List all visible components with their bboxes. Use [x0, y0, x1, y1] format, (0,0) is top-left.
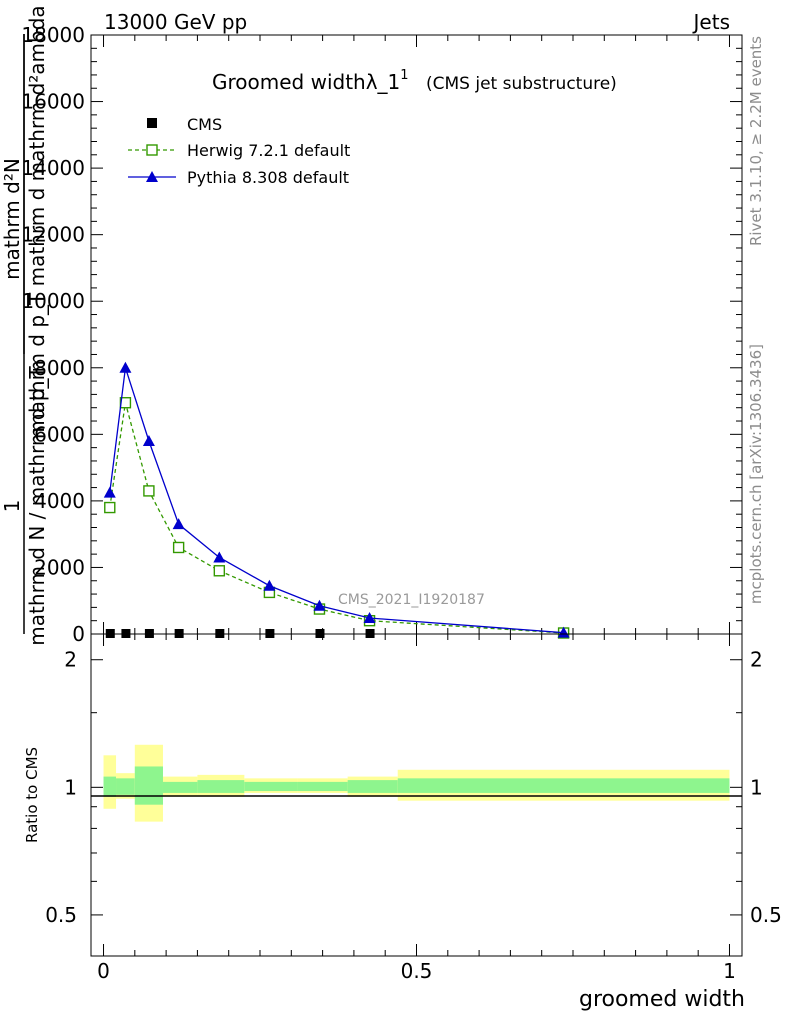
- y-tick-label: 14000: [21, 156, 85, 180]
- herwig-data-point: [213, 565, 226, 577]
- ratio-y-tick-label: 0.5: [45, 903, 77, 927]
- ratio-inner-band: [103, 776, 117, 797]
- main-title-text: Groomed widthλ_1: [212, 70, 400, 94]
- ratio-bands: [103, 744, 730, 822]
- ylabel-denominator: mathrm d p_T mathrm d mathrm d²ambda: [25, 5, 49, 432]
- x-tick-label: 0.5: [401, 959, 433, 983]
- pythia-data-point: [313, 599, 326, 611]
- x-axis-label: groomed width: [579, 987, 745, 1012]
- ratio-axis-ticks: [91, 634, 742, 956]
- main-title-superscript: 1: [400, 68, 408, 83]
- ratio-inner-band: [397, 778, 730, 793]
- x-tick-label: 0: [97, 959, 110, 983]
- ratio-y-tick-label-right: 1: [750, 775, 763, 799]
- pythia-data-point: [172, 518, 185, 530]
- ratio-tick-labels: 0.5 0.5 1 1 2 2 0 0.5 1: [45, 648, 782, 983]
- legend-pythia-marker: [146, 171, 158, 182]
- series-layer: [103, 361, 570, 639]
- herwig-data-point: [104, 501, 116, 514]
- ratio-inner-band: [162, 781, 198, 793]
- y-tick-label: 8000: [34, 356, 85, 380]
- mcplots-label: mcplots.cern.ch [arXiv:1306.3436]: [747, 344, 765, 604]
- ratio-y-tick-label-right: 0.5: [750, 903, 782, 927]
- pythia-data-point: [557, 626, 570, 638]
- ylabel-numerator: mathrm d²N: [0, 158, 24, 280]
- pythia-data-point: [363, 612, 376, 624]
- series-line: [109, 402, 564, 634]
- y-tick-label: 6000: [34, 422, 85, 446]
- x-tick-label: 1: [723, 959, 736, 983]
- ratio-inner-band: [197, 780, 245, 793]
- ratio-inner-band: [297, 781, 348, 792]
- legend-cms-label: CMS: [187, 115, 222, 134]
- ratio-inner-band: [116, 778, 135, 795]
- legend-herwig-label: Herwig 7.2.1 default: [187, 141, 350, 160]
- pythia-data-point: [119, 361, 132, 373]
- pythia-data-point: [142, 434, 155, 446]
- legend-cms-marker: [147, 118, 157, 128]
- y-tick-label: 18000: [21, 23, 85, 47]
- main-y-tick-labels: 0 2000 4000 6000 8000 10000 12000 14000 16000 180…: [21, 23, 85, 646]
- y-tick-label: 10000: [21, 289, 85, 313]
- legend-herwig-marker: [146, 144, 158, 156]
- ratio-y-tick-label: 1: [64, 775, 77, 799]
- main-y-label: 1 mathrm d N / mathrm d p_T mathrm d²N m…: [0, 5, 49, 645]
- herwig-data-point: [143, 485, 155, 497]
- main-subtitle: (CMS jet substructure): [426, 74, 617, 94]
- pythia-data-point: [263, 579, 276, 591]
- ratio-y-tick-label: 2: [64, 648, 77, 672]
- herwig-data-point: [172, 541, 185, 554]
- process-label: Jets: [692, 10, 730, 34]
- ratio-y-label: Ratio to CMS: [23, 747, 41, 843]
- pythia-data-point: [103, 486, 116, 498]
- series-line: [109, 367, 564, 634]
- main-title: Groomed widthλ_11: [212, 68, 409, 94]
- main-axis-ticks: [91, 34, 742, 635]
- ylabel-prefix-den: mathrm d N / mathrm d p_T: [25, 366, 49, 646]
- y-tick-label: 2000: [34, 555, 85, 579]
- y-tick-label: 12000: [21, 223, 85, 247]
- y-tick-label: 4000: [34, 489, 85, 513]
- analysis-tag: CMS_2021_I1920187: [338, 592, 485, 608]
- pythia-data-point: [213, 551, 226, 563]
- y-tick-label: 16000: [21, 90, 85, 114]
- y-tick-label: 0: [72, 622, 85, 646]
- legend: CMS Herwig 7.2.1 default Pythia 8.308 de…: [128, 115, 350, 187]
- legend-pythia-label: Pythia 8.308 default: [187, 168, 349, 187]
- energy-label: 13000 GeV pp: [104, 10, 247, 34]
- rivet-label: Rivet 3.1.10, ≥ 2.2M events: [747, 36, 765, 246]
- ratio-inner-band: [134, 766, 163, 805]
- ratio-inner-band: [347, 780, 398, 793]
- ratio-inner-band: [244, 781, 298, 792]
- ratio-y-tick-label-right: 2: [750, 648, 763, 672]
- ylabel-prefix-num: 1: [0, 500, 24, 513]
